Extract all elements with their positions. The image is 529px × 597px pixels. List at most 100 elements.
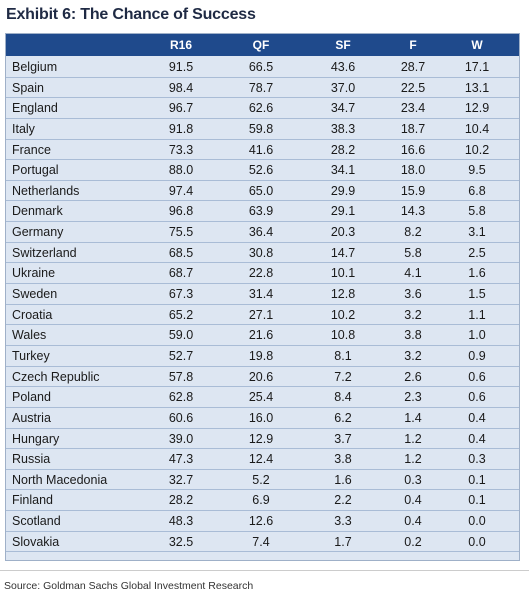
cell-f: 0.4 [404, 514, 422, 529]
header-r16: R16 [169, 38, 192, 52]
cell-country: Czech Republic [12, 369, 100, 384]
cell-sf: 10.8 [330, 328, 356, 343]
cell-f: 18.7 [400, 121, 426, 136]
cell-r16: 48.3 [168, 514, 194, 529]
header-sf: SF [335, 38, 351, 52]
cell-qf: 52.6 [248, 163, 274, 178]
cell-f: 1.2 [404, 452, 422, 467]
table-row: Wales 59.0 21.6 10.8 3.8 1.0 [6, 325, 519, 346]
cell-country: North Macedonia [12, 472, 108, 487]
cell-country: Croatia [12, 307, 53, 322]
cell-country: Sweden [12, 287, 58, 302]
table-body: Belgium 91.5 66.5 43.6 28.7 17.1 Spain 98.4 78.7… [6, 57, 519, 553]
cell-sf: 8.1 [334, 348, 352, 363]
cell-sf: 2.2 [334, 493, 352, 508]
cell-sf: 3.3 [334, 514, 352, 529]
cell-r16: 68.5 [168, 245, 194, 260]
cell-f: 8.2 [404, 225, 422, 240]
table-row: Hungary 39.0 12.9 3.7 1.2 0.4 [6, 429, 519, 450]
cell-country: Austria [12, 410, 51, 425]
cell-country: Netherlands [12, 183, 80, 198]
cell-qf: 12.4 [248, 452, 274, 467]
table-row: Ukraine 68.7 22.8 10.1 4.1 1.6 [6, 263, 519, 285]
cell-sf: 34.1 [330, 163, 356, 178]
cell-sf: 38.3 [330, 121, 356, 136]
cell-w: 0.0 [468, 534, 486, 549]
cell-r16: 32.5 [168, 534, 194, 549]
cell-w: 17.1 [464, 60, 490, 74]
cell-r16: 68.7 [168, 266, 194, 281]
cell-f: 16.6 [400, 142, 426, 157]
cell-w: 0.1 [468, 472, 486, 487]
table-row: Austria 60.6 16.0 6.2 1.4 0.4 [6, 408, 519, 429]
cell-f: 3.8 [404, 328, 422, 343]
cell-w: 0.4 [468, 410, 486, 425]
cell-sf: 7.2 [334, 369, 352, 384]
cell-f: 3.2 [404, 348, 422, 363]
cell-sf: 20.3 [330, 225, 356, 240]
header-f: F [409, 38, 417, 52]
table-row: Belgium 91.5 66.5 43.6 28.7 17.1 [6, 57, 519, 78]
cell-sf: 3.8 [334, 452, 352, 467]
source-note: Source: Goldman Sachs Global Investment … [4, 580, 254, 592]
cell-country: Slovakia [12, 534, 60, 549]
cell-qf: 30.8 [248, 245, 274, 260]
cell-qf: 5.2 [252, 472, 270, 487]
cell-qf: 6.9 [252, 493, 270, 508]
table-row: Scotland 48.3 12.6 3.3 0.4 0.0 [6, 511, 519, 532]
table-row: Croatia 65.2 27.1 10.2 3.2 1.1 [6, 305, 519, 326]
cell-qf: 22.8 [248, 266, 274, 281]
cell-country: Finland [12, 493, 53, 508]
cell-qf: 36.4 [248, 225, 274, 240]
table-row: Finland 28.2 6.9 2.2 0.4 0.1 [6, 490, 519, 512]
cell-f: 22.5 [400, 80, 426, 95]
cell-qf: 59.8 [248, 121, 274, 136]
cell-sf: 6.2 [334, 410, 352, 425]
cell-r16: 98.4 [168, 80, 194, 95]
cell-country: Italy [12, 121, 35, 136]
table-row: France 73.3 41.6 28.2 16.6 10.2 [6, 140, 519, 161]
cell-sf: 43.6 [330, 60, 356, 74]
cell-qf: 19.8 [248, 348, 274, 363]
cell-sf: 34.7 [330, 101, 356, 116]
cell-w: 5.8 [468, 204, 486, 219]
cell-r16: 73.3 [168, 142, 194, 157]
cell-f: 2.3 [404, 390, 422, 405]
cell-f: 4.1 [404, 266, 422, 281]
cell-qf: 21.6 [248, 328, 274, 343]
cell-f: 18.0 [400, 163, 426, 178]
cell-r16: 32.7 [168, 472, 194, 487]
cell-country: Turkey [12, 348, 50, 363]
cell-w: 13.1 [464, 80, 490, 95]
cell-qf: 20.6 [248, 369, 274, 384]
table-row: Slovakia 32.5 7.4 1.7 0.2 0.0 [6, 532, 519, 553]
cell-sf: 10.1 [330, 266, 356, 281]
cell-w: 3.1 [468, 225, 486, 240]
cell-w: 0.1 [468, 493, 486, 508]
exhibit-title: Exhibit 6: The Chance of Success [6, 6, 256, 23]
cell-r16: 65.2 [168, 307, 194, 322]
cell-country: Ukraine [12, 266, 56, 281]
cell-qf: 12.9 [248, 431, 274, 446]
cell-f: 0.4 [404, 493, 422, 508]
footer-divider [0, 570, 529, 571]
cell-w: 0.6 [468, 390, 486, 405]
cell-sf: 10.2 [330, 307, 356, 322]
table-row: Spain 98.4 78.7 37.0 22.5 13.1 [6, 78, 519, 99]
cell-country: Belgium [12, 60, 58, 74]
cell-country: Denmark [12, 204, 63, 219]
cell-r16: 52.7 [168, 348, 194, 363]
table-row: Netherlands 97.4 65.0 29.9 15.9 6.8 [6, 181, 519, 202]
header-qf: QF [252, 38, 270, 52]
cell-w: 0.9 [468, 348, 486, 363]
cell-f: 5.8 [404, 245, 422, 260]
cell-sf: 8.4 [334, 390, 352, 405]
cell-sf: 29.1 [330, 204, 356, 219]
cell-country: Spain [12, 80, 44, 95]
cell-r16: 62.8 [168, 390, 194, 405]
cell-r16: 97.4 [168, 183, 194, 198]
cell-w: 12.9 [464, 101, 490, 116]
table-row: Turkey 52.7 19.8 8.1 3.2 0.9 [6, 346, 519, 367]
results-table: R16 QF SF F W Belgium 91.5 66.5 43.6 28.7 17.… [5, 33, 520, 561]
cell-r16: 47.3 [168, 452, 194, 467]
